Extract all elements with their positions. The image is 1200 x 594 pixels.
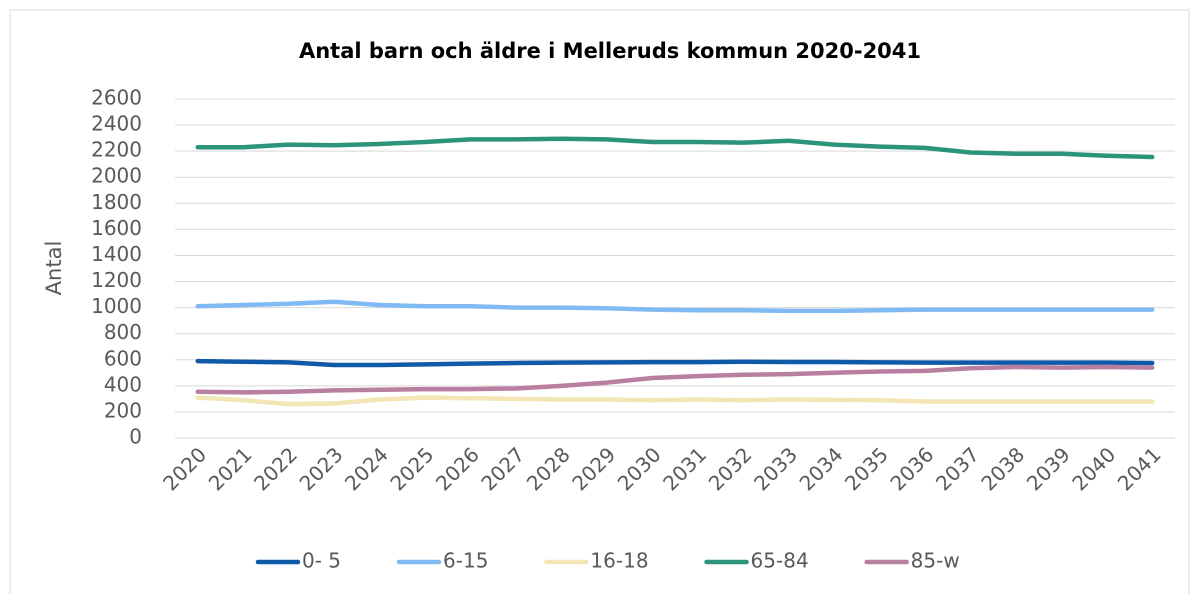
y-tick-label: 1200 (91, 268, 142, 292)
y-tick-label: 2200 (91, 138, 142, 162)
x-tick-label: 2020 (158, 442, 211, 495)
y-tick-label: 1800 (91, 190, 142, 214)
x-tick-label: 2028 (522, 442, 575, 495)
y-tick-label: 400 (104, 372, 142, 396)
x-tick-label: 2029 (567, 442, 620, 495)
legend-label: 85-w (911, 549, 960, 573)
y-tick-label: 800 (104, 320, 142, 344)
x-tick-label: 2024 (340, 442, 393, 495)
y-tick-label: 2000 (91, 164, 142, 188)
y-tick-label: 1600 (91, 216, 142, 240)
legend-label: 6-15 (443, 549, 488, 573)
y-tick-label: 2400 (91, 112, 142, 136)
x-tick-label: 2021 (204, 442, 257, 495)
x-tick-label: 2035 (840, 442, 893, 495)
x-tick-label: 2041 (1113, 442, 1166, 495)
y-tick-label: 1400 (91, 242, 142, 266)
series-line (195, 136, 1155, 160)
x-tick-label: 2031 (658, 442, 711, 495)
legend-label: 65-84 (751, 549, 809, 573)
x-tick-label: 2036 (885, 442, 938, 495)
x-tick-label: 2030 (613, 442, 666, 495)
series-line (195, 358, 1155, 368)
x-tick-label: 2025 (385, 442, 438, 495)
x-tick-label: 2023 (295, 442, 348, 495)
y-tick-label: 0 (129, 425, 142, 449)
legend-label: 0- 5 (302, 549, 341, 573)
y-tick-label: 200 (104, 398, 142, 422)
x-tick-label: 2037 (931, 442, 984, 495)
series-line (195, 299, 1155, 314)
series-line (195, 395, 1155, 407)
x-tick-label: 2039 (1022, 442, 1075, 495)
y-axis-label: Antal (42, 241, 66, 296)
chart-title: Antal barn och äldre i Melleruds kommun … (299, 39, 921, 63)
y-tick-label: 2600 (91, 86, 142, 110)
x-tick-label: 2038 (976, 442, 1029, 495)
y-tick-label: 1000 (91, 294, 142, 318)
legend-label: 16-18 (590, 549, 648, 573)
x-tick-label: 2034 (795, 442, 848, 495)
x-tick-label: 2032 (704, 442, 757, 495)
x-tick-label: 2027 (476, 442, 529, 495)
x-tick-label: 2040 (1067, 442, 1120, 495)
x-tick-label: 2026 (431, 442, 484, 495)
x-tick-label: 2033 (749, 442, 802, 495)
x-tick-label: 2022 (249, 442, 302, 495)
chart-frame (9, 9, 1190, 594)
y-tick-label: 600 (104, 346, 142, 370)
series-line (195, 364, 1155, 395)
